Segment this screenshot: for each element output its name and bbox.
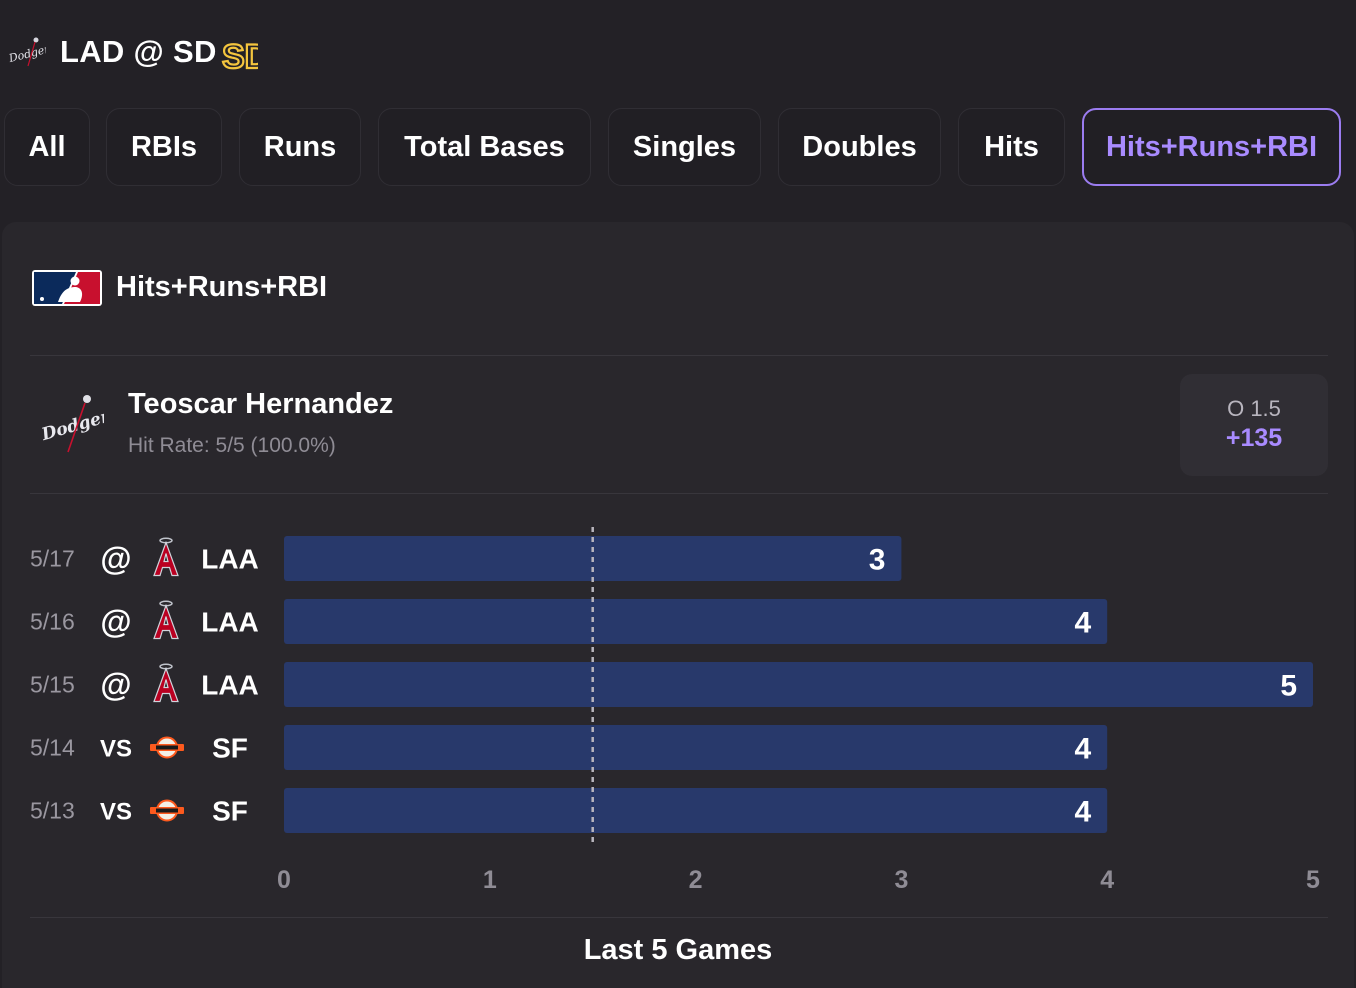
opponent-abbr: LAA	[201, 607, 259, 638]
divider	[30, 493, 1328, 494]
odds-button[interactable]: O 1.5 +135	[1180, 374, 1328, 476]
tab-rbis[interactable]: RBIs	[106, 108, 222, 186]
dodgers-logo-icon: Dodgers	[7, 37, 46, 67]
game-date: 5/13	[30, 798, 75, 824]
divider	[30, 917, 1328, 918]
opponent-abbr: LAA	[201, 544, 259, 575]
x-tick-label: 4	[1100, 866, 1114, 894]
tab-singles[interactable]: Singles	[608, 108, 761, 186]
game-location: VS	[100, 736, 132, 763]
game-location: @	[100, 604, 131, 640]
tab-label: Runs	[263, 130, 337, 163]
game-title: LAD @ SD	[60, 34, 217, 69]
tab-all[interactable]: All	[4, 108, 90, 186]
tab-hits[interactable]: Hits	[958, 108, 1065, 186]
x-tick-label: 1	[483, 866, 497, 894]
opponent-abbr: SF	[212, 733, 248, 764]
hit-chart: 5/17 @ LAA 3 5/16 @ LAA 4 5/15 @ LAA 5 5/14 VS SF 4 5/13…	[30, 527, 1320, 894]
bar	[284, 662, 1313, 707]
hit-rate: Hit Rate: 5/5 (100.0%)	[128, 434, 336, 457]
game-location: @	[100, 667, 131, 703]
game-location: @	[100, 541, 131, 577]
tab-label: Hits+Runs+RBI	[1105, 130, 1318, 163]
giants-logo-icon	[150, 736, 184, 759]
divider	[30, 355, 1328, 356]
market-tabs: All RBIs Runs Total Bases Singles Double…	[0, 108, 1356, 190]
bar-value-label: 3	[869, 544, 886, 577]
game-date: 5/14	[30, 735, 75, 761]
game-header: Dodgers LAD @ SD SD	[0, 0, 1356, 104]
tab-label: Singles	[632, 130, 737, 163]
bar	[284, 599, 1108, 644]
odds-line: O 1.5	[1227, 396, 1281, 421]
player-name: Teoscar Hernandez	[128, 388, 394, 420]
angels-logo-icon	[153, 600, 179, 640]
bar-value-label: 4	[1075, 607, 1092, 640]
bar	[284, 725, 1108, 770]
x-tick-label: 0	[277, 866, 291, 894]
x-tick-label: 2	[689, 866, 703, 894]
tab-label: Hits	[984, 130, 1039, 163]
tab-total-bases[interactable]: Total Bases	[378, 108, 591, 186]
opponent-abbr: LAA	[201, 670, 259, 701]
tab-hits-runs-rbi[interactable]: Hits+Runs+RBI	[1082, 108, 1341, 186]
tab-runs[interactable]: Runs	[239, 108, 361, 186]
opponent-abbr: SF	[212, 796, 248, 827]
tab-doubles[interactable]: Doubles	[778, 108, 941, 186]
tab-label: Doubles	[802, 130, 917, 163]
angels-logo-icon	[153, 663, 179, 703]
tab-label: Total Bases	[404, 130, 565, 163]
giants-logo-icon	[150, 799, 184, 822]
angels-logo-icon	[153, 537, 179, 577]
bar-value-label: 4	[1075, 733, 1092, 766]
bar	[284, 788, 1108, 833]
odds-price: +135	[1225, 424, 1283, 452]
tab-label: All	[28, 130, 66, 163]
tab-label: RBIs	[130, 130, 198, 163]
dodgers-logo-icon: Dodgers	[39, 395, 104, 453]
game-date: 5/15	[30, 672, 75, 698]
x-tick-label: 5	[1306, 866, 1320, 894]
chart-title: Last 5 Games	[583, 934, 773, 966]
mlb-logo-icon	[32, 270, 102, 306]
padres-sd-logo-icon: SD	[221, 37, 258, 76]
market-title: Hits+Runs+RBI	[116, 271, 328, 303]
game-location: VS	[100, 799, 132, 826]
bar-value-label: 4	[1075, 796, 1092, 829]
game-date: 5/17	[30, 546, 75, 572]
x-tick-label: 3	[894, 866, 908, 894]
game-date: 5/16	[30, 609, 75, 635]
svg-text:SD: SD	[222, 38, 258, 76]
bar-value-label: 5	[1280, 670, 1297, 703]
